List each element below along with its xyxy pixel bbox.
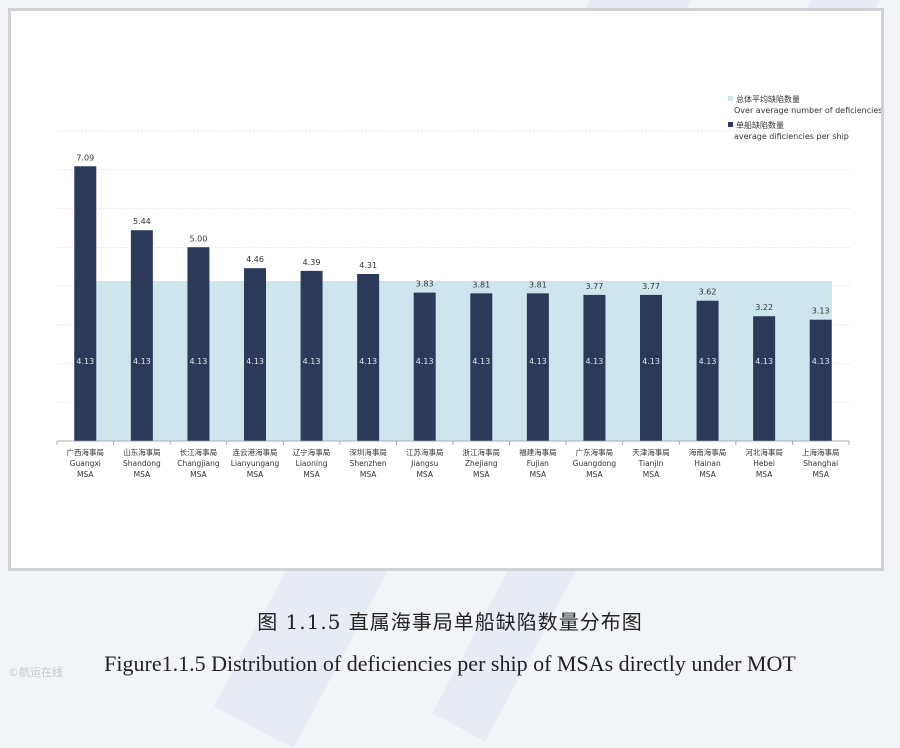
legend-label-per-ship-en: average dificiencies per ship bbox=[734, 132, 849, 141]
bar-value-label: 3.81 bbox=[529, 280, 547, 289]
bar-fujian bbox=[526, 293, 549, 441]
bar-value-label: 3.22 bbox=[755, 303, 773, 312]
category-label-suffix: MSA bbox=[77, 470, 94, 479]
category-label-cn: 山东海事局 bbox=[123, 447, 161, 457]
bar-jiangsu bbox=[413, 292, 436, 441]
legend-swatch-average bbox=[728, 96, 733, 101]
category-label-cn: 长江海事局 bbox=[180, 447, 218, 457]
average-value-label: 4.13 bbox=[472, 357, 490, 366]
category-label-en: Zhejiang bbox=[465, 459, 498, 468]
category-label-suffix: MSA bbox=[699, 470, 716, 479]
average-value-label: 4.13 bbox=[699, 357, 717, 366]
bar-value-label: 4.46 bbox=[246, 255, 264, 264]
bar-value-label: 4.31 bbox=[359, 261, 377, 270]
average-value-label: 4.13 bbox=[246, 357, 264, 366]
bar-shenzhen bbox=[357, 273, 380, 441]
bar-value-label: 7.09 bbox=[76, 153, 94, 162]
bar-liaoning bbox=[300, 270, 323, 441]
category-label-cn: 江苏海事局 bbox=[406, 447, 444, 457]
category-label-cn: 天津海事局 bbox=[632, 447, 670, 457]
average-value-label: 4.13 bbox=[755, 357, 773, 366]
x-axis: 广西海事局 Guangxi MSA 山东海事局 Shandong MSA 长江海事局 Chan… bbox=[56, 440, 850, 479]
category-label-cn: 广东海事局 bbox=[576, 447, 614, 457]
bar-lianyungang bbox=[244, 268, 266, 441]
legend-label-per-ship-cn: 单船缺陷数量 bbox=[736, 120, 784, 130]
bar-tianjin bbox=[640, 294, 662, 441]
bar-guangdong bbox=[583, 294, 606, 441]
bar-changjiang bbox=[187, 247, 210, 441]
category-label-suffix: MSA bbox=[586, 470, 603, 479]
average-value-label: 4.13 bbox=[812, 357, 830, 366]
category-label-en: Lianyungang bbox=[231, 459, 280, 468]
legend: 总体平均缺陷数量 Over average number of deficien… bbox=[728, 94, 881, 141]
chart-frame: 7.09 4.13 5.44 4.13 5.00 4.13 4.46 4.13 4.39 4.13… bbox=[8, 8, 884, 571]
category-label-en: Hebei bbox=[753, 459, 775, 468]
bar-chart: 7.09 4.13 5.44 4.13 5.00 4.13 4.46 4.13 4.39 4.13… bbox=[56, 94, 881, 479]
average-value-label: 4.13 bbox=[76, 357, 94, 366]
bar-value-label: 5.00 bbox=[190, 234, 208, 243]
data-labels: 7.09 4.13 5.44 4.13 5.00 4.13 4.46 4.13 4.39 4.13… bbox=[76, 153, 829, 366]
category-label-suffix: MSA bbox=[360, 470, 377, 479]
bar-value-label: 5.44 bbox=[133, 217, 151, 226]
bar-hebei bbox=[753, 316, 776, 441]
category-label-cn: 上海海事局 bbox=[802, 447, 840, 457]
watermark: ©航运在线 bbox=[8, 666, 63, 679]
category-label-suffix: MSA bbox=[812, 470, 829, 479]
category-label-cn: 广西海事局 bbox=[67, 447, 105, 457]
average-value-label: 4.13 bbox=[133, 357, 151, 366]
average-value-label: 4.13 bbox=[586, 357, 604, 366]
category-label-en: Shenzhen bbox=[350, 459, 387, 468]
category-label-en: Hainan bbox=[694, 459, 721, 468]
category-label-cn: 连云港海事局 bbox=[233, 447, 278, 457]
category-label-en: Guangxi bbox=[70, 459, 101, 468]
category-label-suffix: MSA bbox=[473, 470, 490, 479]
category-label-cn: 福建海事局 bbox=[519, 447, 557, 457]
bar-value-label: 4.39 bbox=[303, 258, 321, 267]
category-label-cn: 浙江海事局 bbox=[463, 447, 501, 457]
bar-value-label: 3.83 bbox=[416, 280, 434, 289]
figure-caption-en: Figure1.1.5 Distribution of deficiencies… bbox=[104, 651, 796, 676]
average-value-label: 4.13 bbox=[416, 357, 434, 366]
category-label-cn: 河北海事局 bbox=[745, 447, 783, 457]
bar-series bbox=[74, 166, 832, 441]
average-value-label: 4.13 bbox=[303, 357, 321, 366]
category-label-suffix: MSA bbox=[416, 470, 433, 479]
average-value-label: 4.13 bbox=[359, 357, 377, 366]
category-label-cn: 深圳海事局 bbox=[349, 447, 387, 457]
figure-caption-cn: 图 1.1.5 直属海事局单船缺陷数量分布图 bbox=[257, 610, 643, 634]
bar-value-label: 3.81 bbox=[472, 280, 490, 289]
bar-value-label: 3.77 bbox=[586, 282, 604, 291]
average-value-label: 4.13 bbox=[529, 357, 547, 366]
legend-swatch-per-ship bbox=[728, 122, 733, 127]
category-label-en: Shandong bbox=[123, 459, 161, 468]
legend-label-average-cn: 总体平均缺陷数量 bbox=[736, 94, 800, 104]
category-label-suffix: MSA bbox=[756, 470, 773, 479]
bar-value-label: 3.13 bbox=[812, 307, 830, 316]
bar-shandong bbox=[130, 230, 153, 441]
bar-shanghai bbox=[809, 319, 832, 441]
bar-guangxi bbox=[74, 166, 97, 441]
category-label-cn: 辽宁海事局 bbox=[293, 447, 331, 457]
category-label-suffix: MSA bbox=[303, 470, 320, 479]
category-label-en: Guangdong bbox=[573, 459, 617, 468]
bar-zhejiang bbox=[470, 293, 493, 441]
category-label-en: Liaoning bbox=[296, 459, 328, 468]
bar-value-label: 3.62 bbox=[699, 288, 717, 297]
category-label-cn: 海南海事局 bbox=[689, 447, 727, 457]
category-label-suffix: MSA bbox=[643, 470, 660, 479]
category-label-suffix: MSA bbox=[190, 470, 207, 479]
average-value-label: 4.13 bbox=[190, 357, 208, 366]
category-label-en: Fujian bbox=[527, 459, 549, 468]
bar-hainan bbox=[696, 300, 719, 441]
category-label-suffix: MSA bbox=[134, 470, 151, 479]
category-label-en: Jiangsu bbox=[410, 459, 438, 468]
category-label-suffix: MSA bbox=[247, 470, 264, 479]
category-label-en: Tianjin bbox=[638, 459, 664, 468]
average-value-label: 4.13 bbox=[642, 357, 660, 366]
bar-value-label: 3.77 bbox=[642, 282, 660, 291]
category-label-suffix: MSA bbox=[530, 470, 547, 479]
category-label-en: Shanghai bbox=[803, 459, 838, 468]
category-label-en: Changjiang bbox=[177, 459, 220, 468]
legend-label-average-en: Over average number of deficiencies bbox=[734, 106, 881, 115]
